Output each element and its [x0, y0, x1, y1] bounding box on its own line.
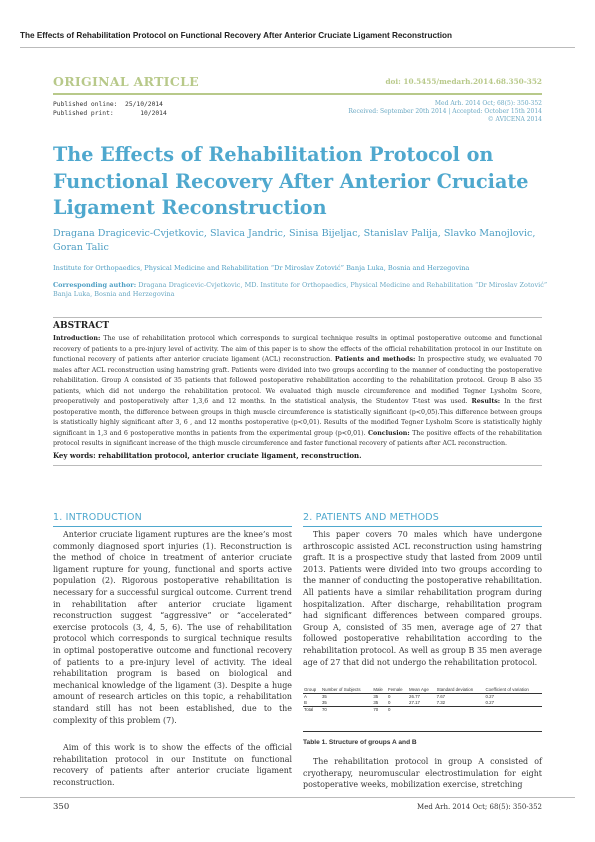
table-cell: 27.17 — [409, 700, 420, 706]
abstract-results-label: Results: — [471, 398, 501, 405]
introduction-heading-block: 1. INTRODUCTION — [53, 512, 292, 527]
section-label: ORIGINAL ARTICLE — [53, 74, 199, 89]
received-line: Received: September 20th 2014 | Accepted… — [348, 107, 542, 115]
introduction-paragraph-1: Anterior cruciate ligament ruptures are … — [53, 530, 292, 725]
section-divider — [53, 93, 542, 95]
footer-divider — [20, 797, 575, 798]
page-number: 350 — [53, 802, 70, 812]
running-title: The Effects of Rehabilitation Protocol o… — [20, 31, 453, 40]
keywords: Key words: rehabilitation protocol, ante… — [53, 451, 362, 460]
methods-paragraph-1: This paper covers 70 males which have un… — [303, 530, 542, 667]
table-cell: 0 — [387, 707, 391, 713]
header-divider — [20, 47, 575, 48]
journal-info: Med Arh. 2014 Oct; 68(5): 350-352 Receiv… — [348, 100, 542, 123]
abstract-divider-top — [53, 317, 542, 318]
table-cell: 35 — [373, 694, 379, 700]
table-cell — [436, 706, 485, 712]
abstract-body: Introduction: The use of rehabilitation … — [53, 334, 542, 450]
table-cell: 7.67 — [436, 694, 446, 700]
table-row: A 35 35 0 26.77 7.67 0.27 — [303, 694, 542, 700]
abstract-results-text: In the first postoperative month, the di… — [53, 398, 542, 437]
table-cell — [408, 706, 436, 712]
abstract-conclusion-text: The positive effects of the rehabilitati… — [53, 429, 542, 448]
authors: Dragana Dragicevic-Cvjetkovic, Slavica J… — [53, 228, 536, 253]
published-print: Published print: 10/2014 — [53, 110, 167, 117]
group-structure-table: Group Number of Subjects Male Female Mea… — [303, 686, 542, 713]
table-cell: 70 — [373, 707, 379, 713]
abstract-intro-label: Introduction: — [53, 335, 101, 342]
abstract-intro-text: The use of rehabilitation protocol which… — [53, 335, 542, 363]
corresponding-author: Corresponding author: Dragana Dragicevic… — [53, 281, 548, 299]
table-cell: 7.32 — [436, 700, 446, 706]
abstract-conclusion-label: Conclusion: — [367, 429, 410, 437]
affiliation: Institute for Orthopaedics, Physical Med… — [53, 264, 470, 272]
methods-paragraph-2: The rehabilitation protocol in group A c… — [303, 757, 542, 790]
table-header: Number of Subjects — [321, 686, 361, 692]
published-online: Published online: 25/10/2014 — [53, 101, 163, 108]
table-cell: 26.77 — [409, 694, 420, 700]
abstract-methods-text: In prospective study, we evaluated 70 ma… — [53, 356, 542, 405]
table-cell: 35 — [321, 700, 327, 706]
table-cell: Total — [304, 707, 314, 713]
table-header: Mean Age — [409, 686, 429, 692]
journal-line: Med Arh. 2014 Oct; 68(5): 350-352 — [434, 100, 542, 107]
table-cell: 35 — [321, 694, 327, 700]
table-caption: Table 1. Structure of groups A and B — [303, 739, 417, 746]
table-header: Male — [373, 686, 383, 692]
introduction-heading: 1. INTRODUCTION — [53, 512, 142, 523]
table-cell: 0.27 — [485, 700, 495, 706]
table-cell: B — [304, 700, 307, 706]
table-header-row: Group Number of Subjects Male Female Mea… — [303, 686, 542, 694]
abstract-methods-label: Patients and methods: — [334, 356, 416, 363]
table-cell: A — [304, 694, 307, 700]
table-header: Coefficient of variation — [485, 686, 529, 692]
footer-citation: Med Arh. 2014 Oct; 68(5): 350-352 — [417, 803, 542, 811]
methods-heading-block: 2. PATIENTS AND METHODS — [303, 512, 542, 527]
table-cell: 0.27 — [485, 694, 495, 700]
table-header: Standard deviation — [436, 686, 474, 692]
table-header: Female — [387, 686, 403, 692]
publication-dates: Published online: 25/10/2014 Published p… — [53, 100, 167, 118]
table-row: B 35 35 0 27.17 7.32 0.27 — [303, 700, 542, 706]
methods-heading-rule — [303, 526, 542, 527]
methods-heading: 2. PATIENTS AND METHODS — [303, 512, 440, 523]
table-cell: 0 — [387, 700, 391, 706]
doi-link[interactable]: doi: 10.5455/medarh.2014.68.350-352 — [385, 77, 542, 86]
table-row: Total 70 70 0 — [303, 706, 542, 712]
corresponding-label: Corresponding author: — [53, 281, 137, 289]
table-header: Group — [304, 686, 317, 692]
introduction-heading-rule — [53, 526, 292, 527]
table-cell: 70 — [321, 707, 327, 713]
corresponding-text: Dragana Dragicevic-Cvjetkovic, MD. Insti… — [53, 281, 548, 299]
introduction-paragraph-2: Aim of this work is to show the effects … — [53, 743, 292, 787]
article-title: The Effects of Rehabilitation Protocol o… — [53, 143, 529, 219]
table-bottom-rule — [303, 731, 542, 732]
abstract-heading: ABSTRACT — [53, 321, 110, 331]
table-cell: 0 — [387, 694, 391, 700]
table-cell — [484, 706, 542, 712]
table-cell: 35 — [373, 700, 379, 706]
copyright-line: © AVICENA 2014 — [487, 115, 542, 123]
abstract-divider-bottom — [53, 465, 542, 466]
